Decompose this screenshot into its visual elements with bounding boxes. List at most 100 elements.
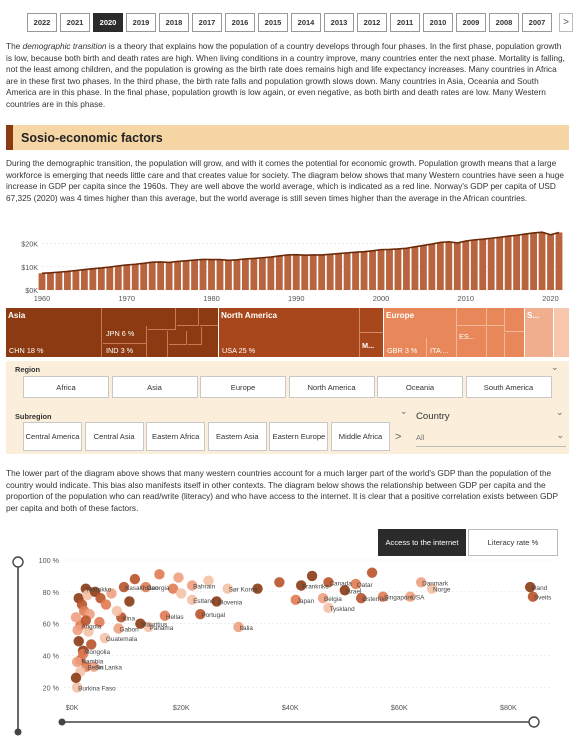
scatter-point[interactable] [350, 578, 361, 590]
scatter-point[interactable] [70, 672, 82, 684]
scatter-point[interactable] [317, 593, 329, 604]
treemap-asia-small-1[interactable] [148, 308, 176, 330]
scatter-point[interactable] [527, 591, 539, 602]
treemap-europe[interactable]: Europe GBR 3 % ITA ... ES... [384, 308, 524, 357]
scatter-point[interactable] [159, 610, 171, 621]
treemap-asia-small-6[interactable] [200, 308, 218, 326]
year-tab-2016[interactable]: 2016 [225, 13, 255, 32]
scatter-point[interactable] [252, 583, 263, 594]
scatter-point[interactable] [129, 573, 141, 585]
treemap-europe-small-5[interactable] [456, 308, 486, 326]
treemap-europe-small-4[interactable] [504, 333, 524, 357]
subregion-button-eastern-europe[interactable]: Eastern Europe [269, 422, 329, 451]
year-tab-2019[interactable]: 2019 [126, 13, 156, 32]
treemap-europe-small-3[interactable] [486, 327, 504, 357]
scatter-point[interactable] [99, 632, 111, 644]
scatter-point[interactable] [167, 583, 179, 594]
treemap-asia[interactable]: Asia CHN 18 % JPN 6 % IND 3 % [6, 308, 218, 357]
scatter-point[interactable] [426, 583, 438, 594]
chevron-down-icon[interactable]: ⌄ [551, 362, 559, 372]
subregion-button-central-asia[interactable]: Central Asia [84, 422, 144, 451]
treemap-ind[interactable]: IND 3 % [103, 344, 147, 357]
chevron-down-icon[interactable]: ⌄ [400, 406, 408, 416]
year-tab-2013[interactable]: 2013 [324, 13, 354, 32]
scatter-point[interactable] [306, 570, 318, 582]
scatter-point[interactable] [88, 661, 100, 672]
year-tab-2021[interactable]: 2021 [60, 13, 90, 32]
scatter-point[interactable] [415, 577, 427, 588]
treemap-canada[interactable] [359, 308, 383, 333]
year-tab-2011[interactable]: 2011 [390, 13, 420, 32]
year-tab-2012[interactable]: 2012 [357, 13, 387, 32]
treemap-asia-small-3[interactable] [148, 331, 168, 357]
x-range-slider-handle[interactable] [528, 716, 540, 728]
year-tab-2010[interactable]: 2010 [423, 13, 453, 32]
scatter-point[interactable] [94, 616, 105, 628]
scatter-point[interactable] [211, 596, 222, 607]
scatter-point[interactable] [323, 602, 334, 613]
scatter-point[interactable] [295, 580, 307, 591]
region-button-oceania[interactable]: Oceania [377, 376, 463, 398]
subregion-button-middle-africa[interactable]: Middle Africa [331, 422, 390, 451]
x-range-slider-handle[interactable] [58, 718, 66, 726]
treemap-ita[interactable]: ITA ... [426, 338, 456, 357]
scatter-point[interactable] [106, 588, 117, 599]
year-tab-2014[interactable]: 2014 [291, 13, 321, 32]
year-next-button[interactable]: > [559, 13, 573, 32]
scatter-point[interactable] [70, 612, 82, 623]
scatter-point[interactable] [111, 605, 123, 617]
scatter-point[interactable] [71, 656, 83, 668]
treemap-jpn[interactable]: JPN 6 % [103, 326, 147, 344]
scatter-point[interactable] [100, 599, 112, 610]
scatter-point[interactable] [524, 581, 536, 593]
scatter-point[interactable] [222, 583, 233, 594]
scatter-point[interactable] [290, 594, 301, 606]
year-tab-2007[interactable]: 2007 [522, 13, 552, 32]
scatter-point[interactable] [73, 636, 84, 647]
country-dropdown[interactable]: All ⌄ [416, 430, 566, 447]
subregion-button-eastern-asia[interactable]: Eastern Asia [207, 422, 267, 451]
scatter-point[interactable] [339, 585, 351, 596]
region-button-south-america[interactable]: South America [465, 376, 552, 398]
scatter-point[interactable] [233, 621, 244, 633]
scatter-point[interactable] [83, 626, 94, 637]
region-button-asia[interactable]: Asia [111, 376, 198, 398]
treemap-mexico[interactable]: M... [359, 333, 383, 357]
treemap-es[interactable]: ES... [456, 326, 486, 357]
treemap-chn[interactable]: CHN 18 % [6, 308, 102, 357]
scatter-point[interactable] [140, 581, 151, 593]
scatter-point[interactable] [186, 594, 198, 606]
scatter-point[interactable] [143, 621, 154, 633]
scatter-point[interactable] [124, 596, 135, 607]
treemap-europe-small-1[interactable] [486, 308, 504, 326]
scatter-point[interactable] [323, 577, 334, 588]
scatter-point[interactable] [366, 567, 378, 578]
y-range-slider-handle[interactable] [14, 728, 22, 736]
subregion-button-central-america[interactable]: Central America [23, 422, 82, 451]
scatter-point[interactable] [86, 639, 97, 650]
scatter-point[interactable] [80, 615, 92, 626]
treemap-asia-small-4[interactable] [169, 331, 187, 345]
scatter-point[interactable] [176, 588, 187, 599]
subregion-button-eastern-africa[interactable]: Eastern Africa [146, 422, 206, 451]
year-tab-2022[interactable]: 2022 [27, 13, 57, 32]
region-button-africa[interactable]: Africa [23, 376, 109, 398]
chevron-down-icon[interactable]: ⌄ [556, 407, 564, 417]
treemap-europe-small-2[interactable] [504, 308, 524, 332]
scatter-point[interactable] [72, 624, 83, 636]
treemap-south-america[interactable]: S... [525, 308, 553, 357]
scatter-point[interactable] [118, 581, 130, 593]
region-button-north-america[interactable]: North America [288, 376, 375, 398]
scatter-point[interactable] [355, 593, 367, 604]
year-tab-2018[interactable]: 2018 [159, 13, 189, 32]
treemap-oceania[interactable] [554, 308, 569, 357]
scatter-point[interactable] [405, 591, 416, 602]
treemap-asia-small-7[interactable] [169, 346, 218, 357]
literacy-toggle-button[interactable]: Literacy rate % [468, 529, 558, 556]
scatter-point[interactable] [173, 572, 184, 583]
scatter-point[interactable] [113, 623, 124, 634]
treemap-asia-small-2[interactable] [177, 308, 199, 326]
year-tab-2017[interactable]: 2017 [192, 13, 222, 32]
year-tab-2015[interactable]: 2015 [258, 13, 288, 32]
region-button-europe[interactable]: Europe [200, 376, 286, 398]
